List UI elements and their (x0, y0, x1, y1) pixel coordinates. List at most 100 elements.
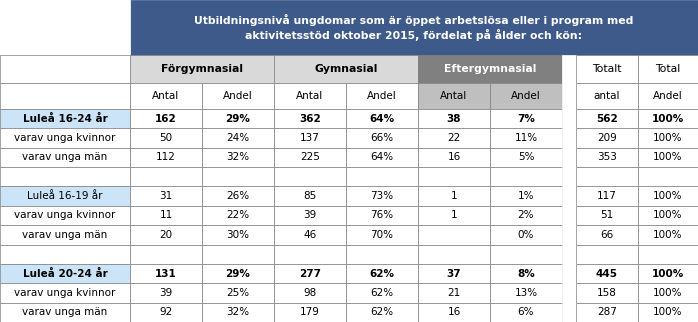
Text: Totalt: Totalt (592, 64, 622, 74)
Text: 92: 92 (159, 307, 172, 317)
Text: 50: 50 (159, 133, 172, 143)
Text: 158: 158 (597, 288, 617, 298)
Bar (202, 283, 274, 303)
Bar (490, 283, 562, 303)
Bar (130, 225, 202, 244)
Bar (0, 303, 130, 322)
Text: 25%: 25% (226, 288, 250, 298)
Bar (562, 303, 576, 322)
Bar (638, 303, 698, 322)
Text: 445: 445 (596, 269, 618, 279)
Bar (130, 264, 202, 283)
Text: 64%: 64% (371, 152, 394, 162)
Text: 46: 46 (304, 230, 317, 240)
Text: 64%: 64% (369, 114, 394, 124)
Text: 62%: 62% (371, 288, 394, 298)
Bar (562, 55, 576, 83)
Text: 39: 39 (304, 211, 317, 221)
Text: Antal: Antal (440, 91, 468, 101)
Bar (0, 244, 130, 264)
Bar (576, 55, 638, 83)
Bar (576, 109, 638, 128)
Bar (490, 264, 562, 283)
Text: varav unga män: varav unga män (22, 230, 107, 240)
Bar (130, 303, 202, 322)
Text: 66: 66 (600, 230, 614, 240)
Text: 8%: 8% (517, 269, 535, 279)
Text: 66%: 66% (371, 133, 394, 143)
Bar (274, 225, 346, 244)
Bar (202, 225, 274, 244)
Bar (202, 148, 274, 167)
Bar (490, 128, 562, 148)
Text: varav unga män: varav unga män (22, 152, 107, 162)
Bar (562, 148, 576, 167)
Bar (0, 148, 130, 167)
Bar (638, 244, 698, 264)
Text: 100%: 100% (652, 114, 684, 124)
Bar (0, 206, 130, 225)
Text: Total: Total (655, 64, 681, 74)
Bar (490, 225, 562, 244)
Bar (202, 186, 274, 206)
Bar (418, 186, 490, 206)
Bar (130, 109, 202, 128)
Text: 0%: 0% (518, 230, 534, 240)
Text: 22: 22 (447, 133, 461, 143)
Text: 225: 225 (300, 152, 320, 162)
Bar (202, 244, 274, 264)
Bar (346, 283, 418, 303)
Bar (130, 186, 202, 206)
Text: 162: 162 (155, 114, 177, 124)
Bar (0, 186, 130, 206)
Text: Andel: Andel (223, 91, 253, 101)
Bar (130, 206, 202, 225)
Text: 16: 16 (447, 152, 461, 162)
Text: 11: 11 (159, 211, 172, 221)
Bar (418, 109, 490, 128)
Bar (274, 55, 418, 83)
Text: 30%: 30% (226, 230, 249, 240)
Text: 26%: 26% (226, 191, 250, 201)
Text: 24%: 24% (226, 133, 250, 143)
Bar (576, 264, 638, 283)
Text: 1: 1 (451, 211, 457, 221)
Bar (562, 167, 576, 186)
Bar (490, 186, 562, 206)
Bar (130, 283, 202, 303)
Text: 11%: 11% (514, 133, 537, 143)
Bar (0, 55, 130, 83)
Bar (576, 283, 638, 303)
Text: Andel: Andel (367, 91, 397, 101)
Bar (638, 186, 698, 206)
Bar (130, 55, 274, 83)
Bar (274, 186, 346, 206)
Text: 51: 51 (600, 211, 614, 221)
Bar (274, 264, 346, 283)
Bar (346, 109, 418, 128)
Text: 32%: 32% (226, 152, 250, 162)
Bar (490, 83, 562, 109)
Bar (490, 303, 562, 322)
Bar (562, 206, 576, 225)
Bar (274, 128, 346, 148)
Text: 6%: 6% (518, 307, 534, 317)
Bar (130, 167, 202, 186)
Text: 209: 209 (597, 133, 617, 143)
Bar (490, 244, 562, 264)
Bar (576, 83, 638, 109)
Text: Andel: Andel (511, 91, 541, 101)
Bar (562, 264, 576, 283)
Text: 100%: 100% (653, 288, 683, 298)
Text: Luleå 16-19 år: Luleå 16-19 år (27, 191, 103, 201)
Text: 38: 38 (447, 114, 461, 124)
Bar (418, 303, 490, 322)
Text: 100%: 100% (653, 230, 683, 240)
Bar (562, 186, 576, 206)
Bar (418, 83, 490, 109)
Text: varav unga kvinnor: varav unga kvinnor (15, 133, 116, 143)
Bar (418, 128, 490, 148)
Bar (130, 148, 202, 167)
Text: 29%: 29% (225, 114, 251, 124)
Text: 100%: 100% (653, 211, 683, 221)
